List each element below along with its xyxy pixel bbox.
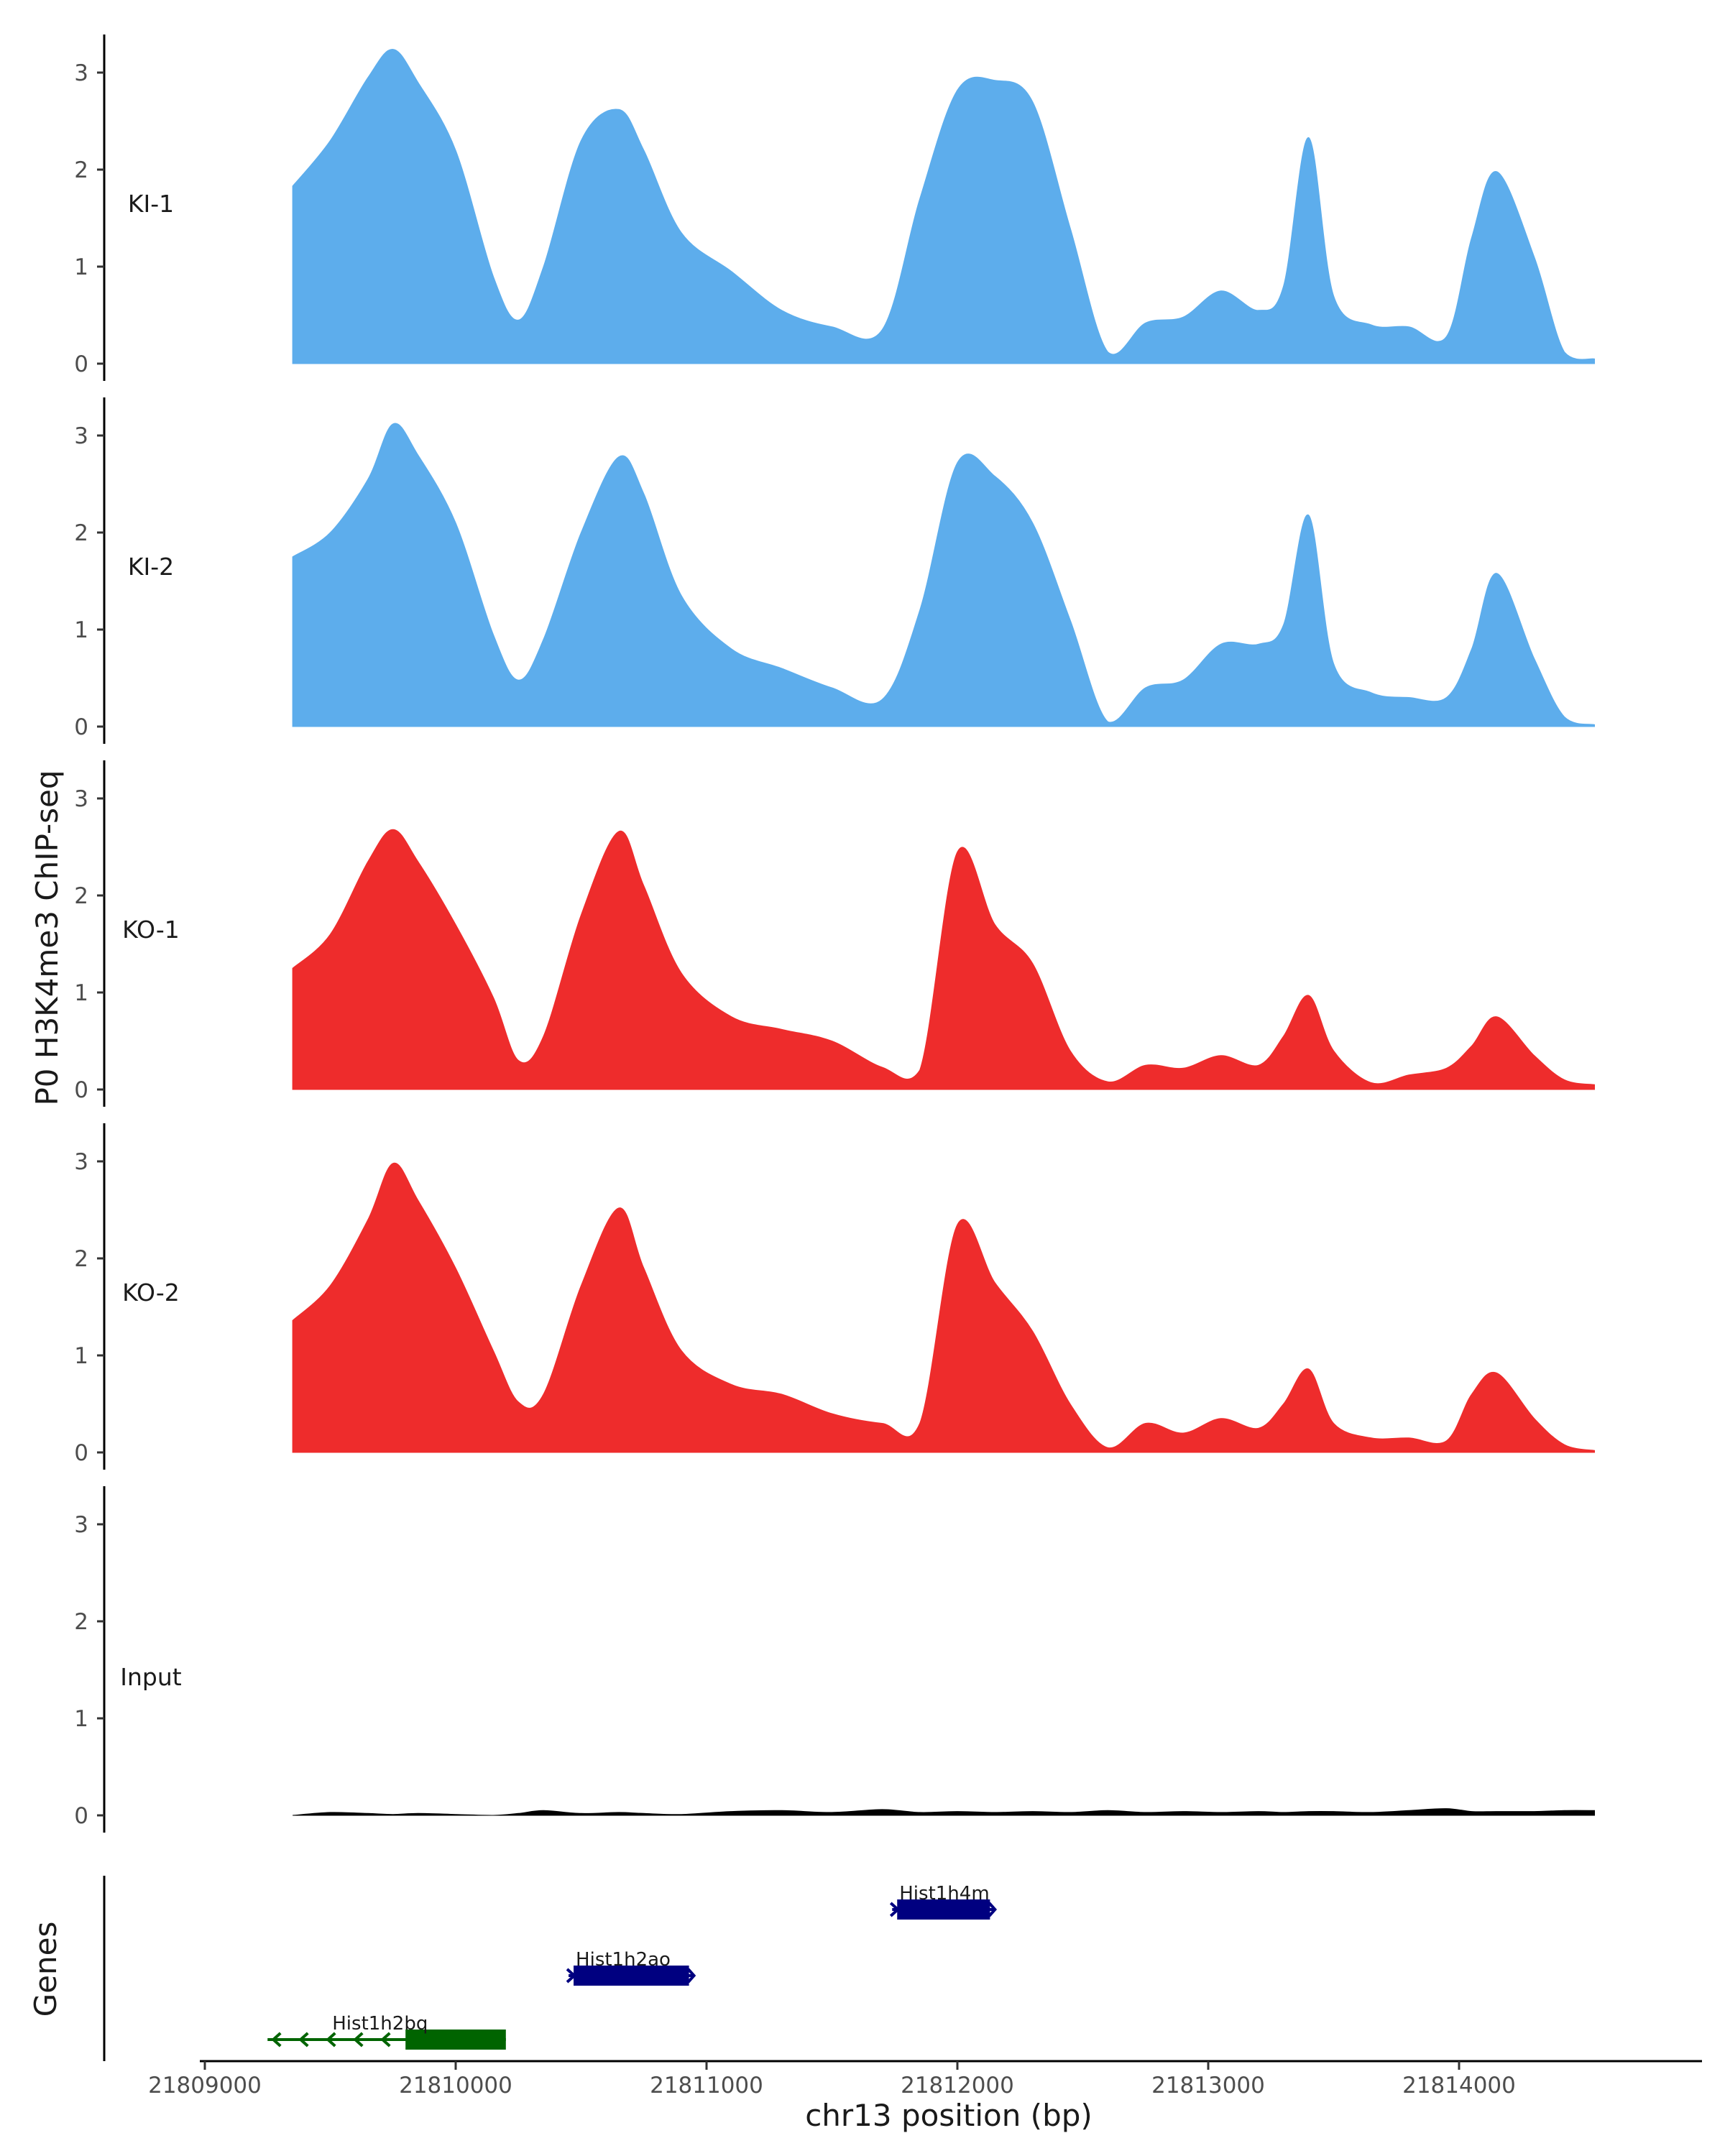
y-tick-label: 0 <box>74 351 88 377</box>
coverage-area-ki-2 <box>292 423 1595 727</box>
y-tick-label: 2 <box>74 1609 88 1635</box>
track-label: KI-2 <box>128 553 174 581</box>
coverage-area-ko-1 <box>292 829 1595 1090</box>
x-tick-label: 21810000 <box>399 2073 512 2099</box>
track-ki-2: 0 1 2 3 KI-2 <box>74 397 1595 744</box>
x-tick-label: 21809000 <box>148 2073 262 2099</box>
y-tick-label: 0 <box>74 1440 88 1466</box>
strand-arrow <box>298 2032 309 2047</box>
track-label: KI-1 <box>128 190 174 218</box>
y-tick-label: 3 <box>74 1512 88 1538</box>
y-tick-label: 1 <box>74 980 88 1006</box>
y-tick-label: 0 <box>74 1077 88 1103</box>
y-tick-label: 1 <box>74 1706 88 1732</box>
gene-hist1h2bq: Hist1h2bq <box>267 2013 506 2050</box>
strand-arrow <box>326 2032 336 2047</box>
track-label: KO-1 <box>122 916 180 944</box>
x-tick-label: 21811000 <box>650 2073 763 2099</box>
x-axis-title: chr13 position (bp) <box>805 2098 1092 2133</box>
gene-hist1h4m: Hist1h4m <box>889 1883 998 1920</box>
strand-arrow <box>271 2032 282 2047</box>
x-tick-label: 21812000 <box>901 2073 1014 2099</box>
track-ko-2: 0 1 2 3 KO-2 <box>74 1123 1595 1470</box>
track-input: 0 1 2 3 Input <box>74 1486 1595 1833</box>
x-tick-label: 21814000 <box>1402 2073 1516 2099</box>
coverage-area-input <box>293 1808 1595 1816</box>
gene-exon-box <box>405 2030 506 2050</box>
x-tick-label: 21813000 <box>1151 2073 1265 2099</box>
track-label: Input <box>120 1663 182 1691</box>
y-tick-label: 0 <box>74 1803 88 1829</box>
strand-arrow <box>353 2032 364 2047</box>
y-tick-label: 1 <box>74 254 88 280</box>
strand-arrow <box>988 1902 998 1917</box>
genes-track-title: Genes <box>28 1922 63 2017</box>
gene-label: Hist1h2bq <box>332 2013 428 2035</box>
track-ki-1: 0 1 2 3 KI-1 <box>74 34 1595 381</box>
y-tick-label: 0 <box>74 714 88 740</box>
y-tick-label: 3 <box>74 786 88 812</box>
y-tick-label: 2 <box>74 157 88 183</box>
track-ko-1: 0 1 2 3 KO-1 <box>74 760 1595 1107</box>
y-tick-label: 2 <box>74 520 88 546</box>
y-tick-label: 1 <box>74 617 88 643</box>
track-label: KO-2 <box>122 1279 180 1307</box>
coverage-area-ko-2 <box>292 1162 1595 1453</box>
gene-exon-box <box>897 1899 990 1920</box>
strand-arrow <box>380 2032 391 2047</box>
gene-label: Hist1h2ao <box>576 1949 671 1971</box>
y-tick-label: 1 <box>74 1343 88 1369</box>
y-tick-label: 2 <box>74 1246 88 1272</box>
y-tick-label: 3 <box>74 1149 88 1175</box>
coverage-area-ki-1 <box>292 49 1595 364</box>
strand-arrow <box>687 1968 696 1984</box>
gene-label: Hist1h4m <box>899 1883 989 1904</box>
y-tick-label: 2 <box>74 883 88 909</box>
y-tick-label: 3 <box>74 60 88 86</box>
gene-hist1h2ao: Hist1h2ao <box>566 1949 696 1986</box>
gene-exon-box <box>574 1966 689 1986</box>
y-tick-label: 3 <box>74 423 88 449</box>
y-axis-title: P0 H3K4me3 ChIP-seq <box>29 770 65 1105</box>
